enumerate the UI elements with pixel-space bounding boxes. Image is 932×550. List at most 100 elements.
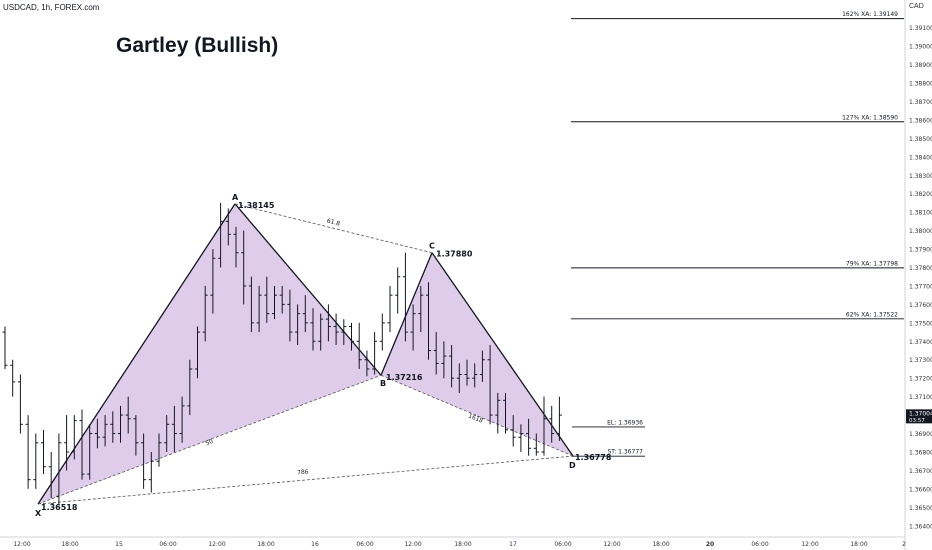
y-tick-label: 1.36900 (909, 431, 932, 438)
y-tick-label: 1.37100 (909, 394, 932, 401)
point-letter-d: D (569, 461, 576, 470)
ohlc-bar (202, 285, 208, 342)
x-tick-label: 15 (115, 541, 123, 548)
ohlc-bar (418, 285, 424, 333)
ohlc-bar (71, 415, 77, 460)
ohlc-bar (179, 396, 185, 443)
ohlc-bar (395, 267, 401, 314)
ohlc-bar (318, 313, 324, 351)
ohlc-bar (41, 429, 46, 475)
ohlc-bar (87, 424, 93, 480)
point-value-b: 1.37216 (386, 373, 423, 382)
ohlc-bar (187, 359, 193, 416)
ohlc-bar (164, 415, 170, 452)
x-tick-label: 12:00 (603, 541, 620, 548)
ohlc-bar (495, 392, 501, 434)
ohlc-bar (549, 405, 555, 443)
last-price-countdown: 03:57 (909, 418, 925, 424)
last-price-value: 1.37004 (909, 410, 932, 417)
point-value-x: 1.36518 (41, 503, 78, 512)
ohlc-bar (233, 226, 239, 268)
candle-layer (2, 202, 562, 506)
ohlc-bar (48, 451, 54, 505)
ohlc-bar (433, 332, 439, 375)
y-tick-label: 1.39000 (909, 44, 932, 51)
ohlc-bar (402, 252, 408, 342)
ohlc-bar (110, 411, 116, 443)
ohlc-bar (156, 433, 162, 467)
y-tick-label: 1.37200 (909, 376, 932, 383)
ohlc-bar (472, 363, 478, 388)
last-price-tag (906, 409, 932, 424)
x-tick-label: 18:00 (257, 541, 274, 548)
ohlc-bar (325, 304, 331, 342)
ohlc-bar (441, 341, 447, 379)
y-tick-label: 1.37400 (909, 339, 932, 346)
ohlc-bar (333, 313, 339, 345)
ohlc-bar (410, 304, 416, 351)
ohlc-bar (449, 344, 455, 388)
ohlc-bar (133, 415, 139, 456)
y-tick-label: 1.37500 (909, 320, 932, 327)
y-tick-label: 1.38300 (909, 173, 932, 180)
ohlc-bar (118, 405, 123, 443)
x-tick-label: 06:00 (159, 541, 176, 548)
x-tick-label: 12:00 (13, 541, 30, 548)
xab-triangle (38, 203, 381, 505)
ohlc-bar (264, 276, 270, 323)
y-tick-label: 1.37900 (909, 247, 932, 254)
ohlc-bar (241, 230, 247, 305)
point-value-a: 1.38145 (238, 201, 275, 210)
ratio-label: 50 (204, 438, 214, 448)
ratio-label: 61.8 (326, 218, 341, 228)
ohlc-bar (79, 409, 85, 480)
y-tick-label: 1.38500 (909, 136, 932, 143)
point-value-d: 1.36778 (575, 453, 612, 462)
y-tick-label: 1.38200 (909, 191, 932, 198)
ohlc-bar (356, 322, 362, 369)
ohlc-bar (349, 322, 354, 351)
ohlc-bar (510, 415, 516, 447)
leg-CD (431, 252, 574, 457)
x-tick-label: 06:00 (554, 541, 571, 548)
ohlc-bar (195, 326, 200, 379)
y-tick-label: 1.38700 (909, 99, 932, 106)
ohlc-bar (526, 418, 532, 456)
y-tick-label: 1.36500 (909, 505, 932, 512)
ohlc-bar (364, 350, 370, 377)
ratio-line-XD (37, 455, 574, 505)
ohlc-bar (94, 418, 100, 449)
ohlc-bar (479, 350, 485, 382)
ohlc-bar (487, 344, 493, 425)
ohlc-bar (218, 202, 224, 268)
ohlc-bar (533, 433, 539, 456)
chart-title: Gartley (Bullish) (116, 34, 279, 57)
ohlc-bar (171, 405, 177, 452)
leg-AB (234, 203, 382, 376)
ohlc-bar (248, 276, 254, 333)
ohlc-bar (210, 249, 216, 314)
ohlc-bar (256, 285, 262, 333)
x-tick-label: 12:00 (404, 541, 421, 548)
x-tick-label: 18:00 (454, 541, 471, 548)
ohlc-bar (379, 313, 385, 351)
level-label: 127% XA: 1.38590 (842, 114, 898, 121)
y-tick-label: 1.36400 (909, 523, 932, 530)
x-tick-label: 18:00 (61, 541, 78, 548)
y-tick-label: 1.38900 (909, 62, 932, 69)
x-tick-label: 17 (509, 541, 517, 548)
y-tick-label: 1.37800 (909, 265, 932, 272)
ohlc-bar (148, 451, 154, 493)
ohlc-bar (33, 433, 39, 489)
ohlc-bar (17, 374, 23, 434)
ohlc-bar (2, 326, 8, 369)
y-tick-label: 1.36600 (909, 486, 932, 493)
y-tick-label: 1.38100 (909, 210, 932, 217)
ohlc-bar (279, 285, 285, 314)
level-label: ST: 1.36777 (607, 449, 643, 456)
ohlc-bar (541, 396, 547, 456)
point-letter-x: X (35, 509, 42, 518)
